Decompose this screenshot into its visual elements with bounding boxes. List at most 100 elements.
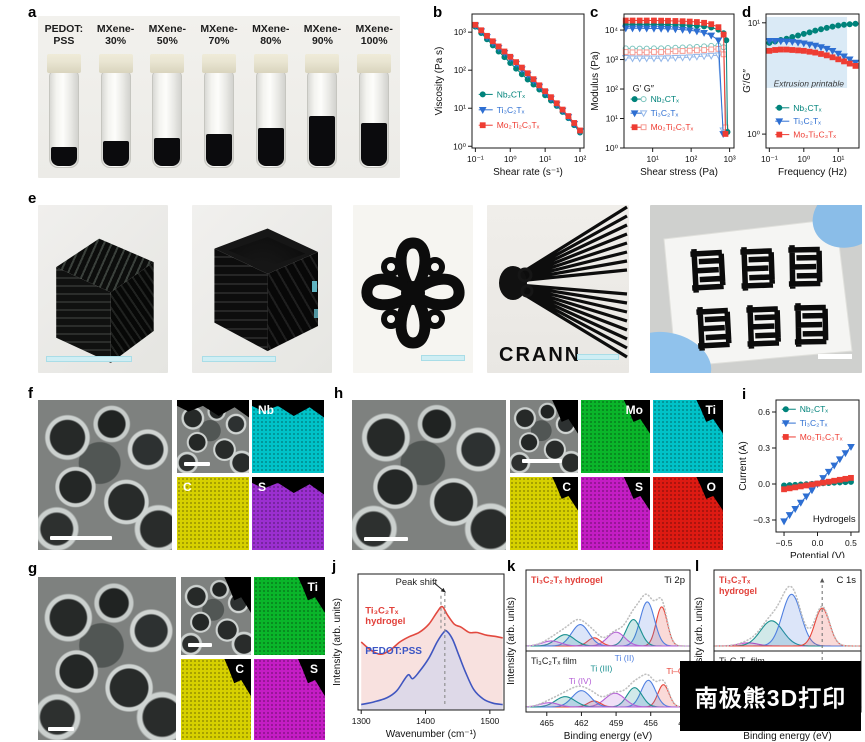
x-axis-label: Binding energy (eV): [743, 731, 831, 742]
ink-liquid: [257, 128, 284, 166]
spectrum-label: Ti₃C₂Tₓ: [719, 575, 751, 585]
sem-inset-g: [181, 577, 251, 655]
series-g-mo-ti-c-t-: [625, 48, 726, 128]
chart-annotation: hydrogel: [365, 616, 405, 627]
tick-label: 10¹: [832, 154, 844, 164]
photo-printed-lattice-cube: [38, 205, 168, 373]
vial-cap: [98, 54, 133, 73]
legend-label: Ti₃C₂Tₓ: [800, 418, 828, 428]
scale-bar: [46, 356, 132, 362]
sem-image-f: [38, 400, 172, 550]
legend-label: Ti₃C₂Tₓ: [651, 108, 679, 118]
photo-printed-hollow-cube: [192, 205, 332, 373]
tick-label: 10³: [723, 154, 735, 164]
map-label-mo: Mo: [625, 403, 643, 417]
tick-label: 10⁰: [504, 154, 517, 164]
spectrum-label: hydrogel: [719, 586, 757, 596]
vial-label: MXene- 80%: [252, 23, 290, 48]
scale-bar: [818, 354, 852, 359]
chart-annotation: PEDOT:PSS: [365, 646, 422, 657]
vial-pedot-pss: PEDOT: PSS: [38, 16, 90, 178]
chart-modulus: 10¹ 10² 10³ 10⁰ 10¹ 10² 10³ 10⁴ Shear stress (Pa…: [590, 13, 736, 178]
ink-liquid: [361, 122, 388, 166]
tick-label: 10³: [454, 27, 466, 37]
map-label-c: C: [183, 480, 192, 494]
y-axis-label: Intensity (arb. units): [694, 597, 705, 685]
vial: [253, 54, 289, 168]
component-label: Ti (II): [615, 653, 635, 663]
vial-label: MXene- 30%: [96, 23, 135, 48]
vial-label: MXene- 90%: [303, 23, 342, 48]
watermark: 南极熊3D打印: [680, 661, 861, 731]
vial-cap: [305, 54, 340, 73]
vial: [98, 54, 134, 168]
chart-annotation: Ti₃C₂Tₓ: [365, 606, 399, 617]
eds-map-mo: Mo: [581, 400, 650, 473]
y-axis-label: Current (A): [738, 441, 749, 490]
x-axis-label: Binding energy (eV): [564, 731, 652, 742]
photo-printed-knot: [353, 205, 473, 373]
tick-label: 0.6: [758, 407, 770, 417]
y-axis-label: Viscosity (Pa s): [434, 47, 445, 116]
vial-mxene-90: MXene- 90%: [297, 16, 349, 178]
sem-image-h: [352, 400, 506, 550]
scale-bar: [188, 643, 212, 647]
eds-map-s-h: S: [581, 477, 650, 550]
y-axis-label: Intensity (arb. units): [506, 597, 517, 685]
panel-label-j: j: [332, 558, 337, 575]
panel-label-g: g: [28, 560, 38, 577]
orbital-label: C 1s: [836, 575, 856, 586]
tick-label: −0.5: [776, 538, 793, 548]
photo-flexible-electrodes: [624, 186, 865, 395]
tick-label: 0.3: [758, 443, 770, 453]
tick-label: 10⁰: [747, 129, 760, 139]
tick-label: 10²: [574, 154, 586, 164]
panel-label-h: h: [334, 385, 344, 402]
y-axis-label: Modulus (Pa): [590, 51, 601, 110]
legend-label: Ti₃C₂Tₓ: [793, 116, 821, 126]
tick-label: 10³: [606, 55, 618, 65]
chart-raman: 1300 1400 1500 Wavenumber (cm⁻¹) Intensity (…: [332, 573, 505, 740]
sem-image-g: [38, 577, 176, 740]
panel-label-i: i: [742, 386, 747, 403]
watermark-text: 南极熊3D打印: [694, 685, 847, 711]
vial-label: MXene- 50%: [148, 23, 186, 48]
ink-liquid: [102, 140, 129, 166]
photo-printed-lines-crann: CRANN: [487, 205, 629, 373]
legend-label: Mo₂Ti₂C₃Tₓ: [651, 122, 694, 132]
legend-label: Mo₂Ti₂C₃Tₓ: [497, 120, 540, 130]
scale-bar: [421, 355, 465, 361]
panel-label-k: k: [507, 558, 516, 575]
eds-map-ti-g: Ti: [254, 577, 325, 655]
vial-label: PEDOT: PSS: [44, 23, 84, 48]
chart-xps-ti2p: Ti₃C₂Tₓ hydrogel Ti 2p Ti₃C₂Tₓ film Ti (II)…: [506, 569, 693, 742]
tick-label: 10⁰: [797, 154, 810, 164]
eds-map-c-h: C: [510, 477, 578, 550]
vial: [201, 54, 237, 168]
tick-label: 0.0: [758, 479, 770, 489]
scale-bar: [184, 462, 210, 466]
eds-map-s-g: S: [254, 659, 325, 740]
legend-label: Mo₂Ti₂C₃Tₓ: [793, 130, 836, 140]
map-label-s: S: [634, 480, 643, 494]
scale-bar: [50, 536, 112, 540]
vial: [46, 54, 82, 168]
legend-label: Nb₂CTₓ: [800, 404, 828, 414]
tick-label: 465: [540, 718, 554, 728]
ink-liquid: [309, 115, 336, 166]
scale-bar: [577, 354, 619, 360]
legend-label: Nb₂CTₓ: [651, 94, 679, 104]
scale-bar: [202, 356, 276, 362]
glint: [312, 280, 318, 292]
tick-label: 10⁻¹: [761, 154, 778, 164]
eds-map-ti-h: Ti: [653, 400, 723, 473]
y-axis-label: Intensity (arb. units): [332, 598, 343, 686]
tick-label: 0.5: [845, 538, 857, 548]
curve-ti-c-t-hydrogel: [360, 605, 503, 656]
chevron-lines-drawing: CRANN: [499, 205, 628, 366]
crann-text: CRANN: [499, 344, 581, 366]
knot-drawing: [361, 237, 465, 349]
orbital-label: Ti 2p: [664, 575, 685, 586]
scale-bar: [522, 459, 562, 463]
